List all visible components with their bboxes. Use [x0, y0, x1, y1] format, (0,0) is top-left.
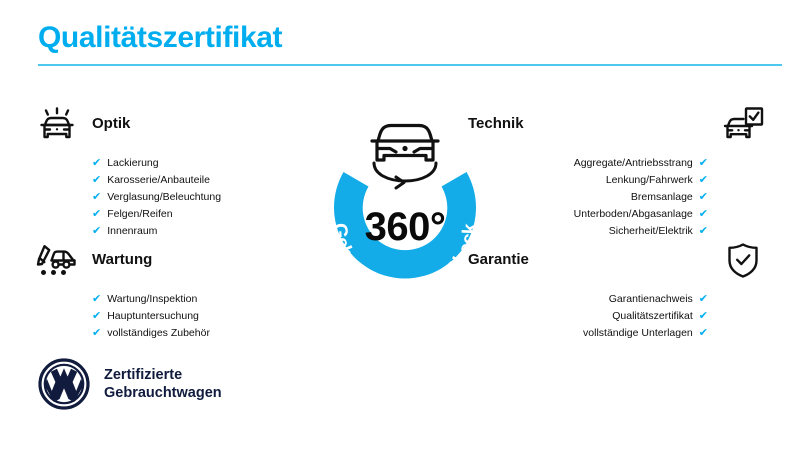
check-icon: ✔ — [92, 327, 102, 339]
list-item: ✔ vollständiges Zubehör — [92, 325, 340, 342]
list-item: ✔ Aggregate/Antriebsstrang — [460, 155, 708, 172]
car-checkbox-icon — [716, 102, 770, 146]
check-icon: ✔ — [698, 208, 708, 220]
list-item: ✔ Unterboden/Abgasanlage — [460, 206, 708, 223]
check-icon: ✔ — [698, 191, 708, 203]
check-icon: ✔ — [92, 293, 102, 305]
list-item-label: Karosserie/Anbauteile — [107, 174, 210, 186]
list-item-label: Lackierung — [107, 157, 159, 169]
list-item: ✔ Karosserie/Anbauteile — [92, 172, 340, 189]
section-technik: Technik ✔ Aggregate/Antriebsstrang ✔ Len… — [460, 102, 770, 240]
section-technik-header: Technik — [460, 102, 770, 148]
list-item-label: Unterboden/Abgasanlage — [573, 208, 693, 220]
section-wartung: Wartung ✔ Wartung/Inspektion ✔ Hauptunte… — [30, 238, 340, 342]
badge-ring — [334, 172, 476, 279]
check-icon: ✔ — [92, 191, 102, 203]
list-item-label: Aggregate/Antriebsstrang — [573, 157, 693, 169]
list-item-label: Lenkung/Fahrwerk — [605, 174, 693, 186]
list-item-label: Wartung/Inspektion — [107, 293, 198, 305]
section-wartung-title: Wartung — [92, 251, 153, 268]
list-item: ✔ Innenraum — [92, 223, 340, 240]
list-item-label: Bremsanlage — [630, 191, 693, 203]
vw-certified-lockup: Zertifizierte Gebrauchtwagen — [38, 358, 222, 410]
list-item: ✔ Qualitätszertifikat — [460, 308, 708, 325]
section-wartung-header: Wartung — [30, 238, 340, 284]
section-technik-title: Technik — [468, 115, 524, 132]
list-item: ✔ Bremsanlage — [460, 189, 708, 206]
list-item-label: vollständige Unterlagen — [583, 327, 693, 339]
service-pen-car-icon — [30, 238, 84, 282]
list-item: ✔ Felgen/Reifen — [92, 206, 340, 223]
list-item: ✔ Garantienachweis — [460, 291, 708, 308]
check-icon: ✔ — [698, 157, 708, 169]
check-icon: ✔ — [698, 293, 708, 305]
list-item-label: Felgen/Reifen — [107, 208, 173, 220]
section-optik-title: Optik — [92, 115, 131, 132]
section-optik-list: ✔ Lackierung ✔ Karosserie/Anbauteile ✔ V… — [30, 155, 340, 240]
check-icon: ✔ — [698, 310, 708, 322]
list-item-label: Sicherheit/Elektrik — [608, 225, 693, 237]
list-item-label: Qualitätszertifikat — [612, 310, 693, 322]
section-technik-list: ✔ Aggregate/Antriebsstrang ✔ Lenkung/Fah… — [460, 155, 770, 240]
list-item-label: Innenraum — [107, 225, 158, 237]
vw-lockup-line1: Zertifizierte — [104, 367, 183, 383]
list-item-label: Verglasung/Beleuchtung — [107, 191, 222, 203]
vw-lockup-text: Zertifizierte Gebrauchtwagen — [104, 366, 222, 402]
vw-lockup-line2: Gebrauchtwagen — [104, 385, 222, 401]
check-icon: ✔ — [92, 208, 102, 220]
section-optik-header: Optik — [30, 102, 340, 148]
section-optik: Optik ✔ Lackierung ✔ Karosserie/Anbautei… — [30, 102, 340, 240]
car-front-shine-icon — [30, 102, 84, 146]
section-garantie-header: Garantie — [460, 238, 770, 284]
check-icon: ✔ — [698, 327, 708, 339]
list-item: ✔ Hauptuntersuchung — [92, 308, 340, 325]
badge-center-label: 360° — [365, 205, 446, 249]
list-item: ✔ Verglasung/Beleuchtung — [92, 189, 340, 206]
check-icon: ✔ — [92, 157, 102, 169]
page-title: Qualitätszertifikat — [38, 21, 283, 54]
section-wartung-list: ✔ Wartung/Inspektion ✔ Hauptuntersuchung… — [30, 291, 340, 342]
list-item: ✔ Wartung/Inspektion — [92, 291, 340, 308]
check-icon: ✔ — [698, 174, 708, 186]
list-item: ✔ vollständige Unterlagen — [460, 325, 708, 342]
section-garantie-title: Garantie — [468, 251, 529, 268]
header: Qualitätszertifikat — [38, 22, 782, 66]
check-icon: ✔ — [92, 310, 102, 322]
title-divider — [38, 63, 782, 66]
list-item-label: Hauptuntersuchung — [107, 310, 199, 322]
list-item: ✔ Lenkung/Fahrwerk — [460, 172, 708, 189]
list-item-label: Garantienachweis — [608, 293, 693, 305]
check-icon: ✔ — [92, 174, 102, 186]
list-item: ✔ Sicherheit/Elektrik — [460, 223, 708, 240]
section-garantie: Garantie ✔ Garantienachweis ✔ Qualitätsz… — [460, 238, 770, 342]
list-item-label: vollständiges Zubehör — [107, 327, 210, 339]
car-rotate-360-icon — [370, 123, 440, 190]
check-icon: ✔ — [698, 225, 708, 237]
360-check-badge: Gebrauchtwagen-Check 360° — [310, 108, 500, 308]
list-item: ✔ Lackierung — [92, 155, 340, 172]
check-icon: ✔ — [92, 225, 102, 237]
section-garantie-list: ✔ Garantienachweis ✔ Qualitätszertifikat… — [460, 291, 770, 342]
vw-logo — [38, 358, 90, 410]
shield-check-icon — [716, 238, 770, 282]
